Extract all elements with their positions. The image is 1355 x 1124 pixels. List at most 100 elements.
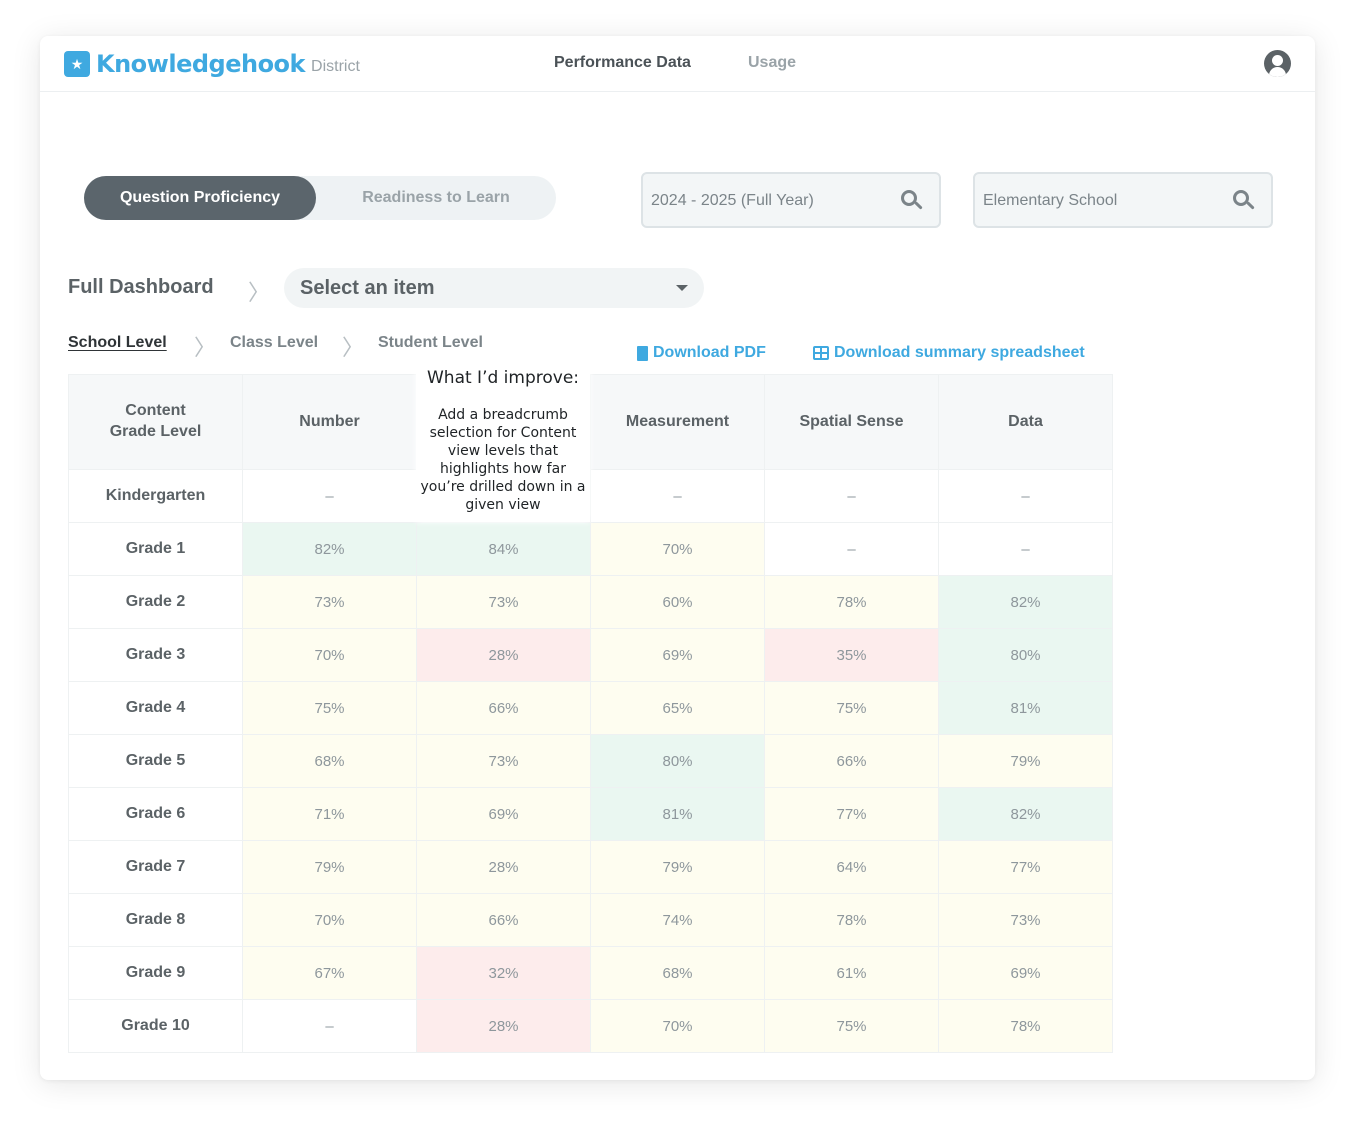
score-cell[interactable]: – (242, 999, 417, 1053)
breadcrumb-student-level[interactable]: Student Level (378, 334, 483, 351)
score-cell[interactable]: – (938, 469, 1113, 523)
score-cell[interactable]: 75% (242, 681, 417, 735)
table-row: Grade 5 68% 73% 80% 66% 79% (68, 734, 1113, 788)
score-cell[interactable]: 69% (590, 628, 765, 682)
breadcrumb-class-level[interactable]: Class Level (230, 334, 319, 351)
logo[interactable]: ★ Knowledgehook District (64, 50, 360, 78)
score-cell[interactable]: 70% (590, 999, 765, 1053)
row-label: Grade 9 (68, 946, 243, 1000)
score-cell[interactable]: 60% (590, 575, 765, 629)
school-search-field[interactable]: Elementary School (973, 172, 1273, 228)
full-dashboard-link[interactable]: Full Dashboard (68, 276, 214, 298)
score-cell[interactable]: 68% (590, 946, 765, 1000)
score-cell[interactable]: 80% (590, 734, 765, 788)
score-cell[interactable]: 69% (938, 946, 1113, 1000)
row-label: Grade 2 (68, 575, 243, 629)
item-select-dropdown[interactable]: Select an item (284, 268, 704, 308)
caret-down-icon (676, 285, 688, 291)
score-cell[interactable]: 74% (590, 893, 765, 947)
table-row: Kindergarten – – – – (68, 469, 1113, 523)
score-cell[interactable]: 70% (590, 522, 765, 576)
score-cell[interactable]: – (590, 469, 765, 523)
score-cell[interactable]: 77% (764, 787, 939, 841)
score-cell[interactable]: 75% (764, 999, 939, 1053)
table-row: Grade 2 73% 73% 60% 78% 82% (68, 575, 1113, 629)
table-row: Grade 10–28% 70% 75% 78% (68, 999, 1113, 1053)
score-cell[interactable]: 73% (416, 575, 591, 629)
improvement-note: What I’d improve: Add a breadcrumb selec… (416, 362, 590, 522)
nav-performance-data[interactable]: Performance Data (554, 54, 691, 71)
view-toggle: Question Proficiency Readiness to Learn (84, 176, 556, 220)
score-cell[interactable]: 73% (416, 734, 591, 788)
score-cell[interactable]: – (764, 469, 939, 523)
score-cell[interactable]: 69% (416, 787, 591, 841)
score-cell[interactable]: 81% (938, 681, 1113, 735)
score-cell[interactable]: 28% (416, 999, 591, 1053)
column-header[interactable]: Number (242, 374, 417, 470)
score-cell[interactable]: 32% (416, 946, 591, 1000)
score-cell[interactable]: 84% (416, 522, 591, 576)
year-search-field[interactable]: 2024 - 2025 (Full Year) (641, 172, 941, 228)
score-cell[interactable]: – (242, 469, 417, 523)
row-label: Grade 10 (68, 999, 243, 1053)
score-cell[interactable]: 64% (764, 840, 939, 894)
score-cell[interactable]: 35% (764, 628, 939, 682)
score-cell[interactable]: – (764, 522, 939, 576)
score-cell[interactable]: 70% (242, 893, 417, 947)
score-cell[interactable]: 79% (590, 840, 765, 894)
table-row: Grade 8 70% 66% 74% 78% 73% (68, 893, 1113, 947)
score-cell[interactable]: 66% (764, 734, 939, 788)
score-cell[interactable]: 66% (416, 681, 591, 735)
score-cell[interactable]: 28% (416, 628, 591, 682)
tab-readiness-to-learn[interactable]: Readiness to Learn (362, 189, 510, 206)
logo-text: Knowledgehook (96, 50, 306, 78)
improvement-note-body: Add a breadcrumb selection for Content v… (420, 407, 586, 513)
table-row: Grade 9 67% 32% 68% 61% 69% (68, 946, 1113, 1000)
score-cell[interactable]: 68% (242, 734, 417, 788)
document-icon (637, 345, 648, 361)
nav-usage[interactable]: Usage (748, 54, 797, 71)
table-row: Grade 4 75% 66% 65% 75% 81% (68, 681, 1113, 735)
score-cell[interactable]: 73% (938, 893, 1113, 947)
tab-question-proficiency[interactable]: Question Proficiency (84, 176, 316, 220)
score-cell[interactable]: 79% (242, 840, 417, 894)
score-cell[interactable]: 66% (416, 893, 591, 947)
download-spreadsheet-link[interactable]: Download summary spreadsheet (813, 344, 1085, 362)
score-cell[interactable]: 80% (938, 628, 1113, 682)
row-label: Grade 5 (68, 734, 243, 788)
score-cell[interactable]: 67% (242, 946, 417, 1000)
score-cell[interactable]: 78% (764, 575, 939, 629)
score-cell[interactable]: 65% (590, 681, 765, 735)
score-cell[interactable]: 78% (938, 999, 1113, 1053)
spreadsheet-icon (813, 346, 829, 360)
score-cell[interactable]: 78% (764, 893, 939, 947)
chevron-right-icon: 〉 (342, 335, 365, 360)
score-cell[interactable]: 75% (764, 681, 939, 735)
row-label: Kindergarten (68, 469, 243, 523)
breadcrumb-school-level[interactable]: School Level (68, 334, 167, 351)
score-cell[interactable]: 77% (938, 840, 1113, 894)
score-cell[interactable]: 71% (242, 787, 417, 841)
score-cell[interactable]: 79% (938, 734, 1113, 788)
top-bar: ★ Knowledgehook District Performance Dat… (40, 36, 1315, 92)
download-pdf-link[interactable]: Download PDF (637, 344, 766, 362)
score-cell[interactable]: 82% (938, 575, 1113, 629)
search-icon[interactable] (1233, 190, 1255, 212)
column-header[interactable]: Measurement (590, 374, 765, 470)
search-icon[interactable] (901, 190, 923, 212)
score-cell[interactable]: 70% (242, 628, 417, 682)
table-row: Grade 1 82% 84% 70% – – (68, 522, 1113, 576)
row-label: Grade 6 (68, 787, 243, 841)
score-cell[interactable]: 28% (416, 840, 591, 894)
score-cell[interactable]: 61% (764, 946, 939, 1000)
score-cell[interactable]: 82% (242, 522, 417, 576)
score-cell[interactable]: 82% (938, 787, 1113, 841)
logo-subtitle: District (311, 58, 360, 75)
score-cell[interactable]: – (938, 522, 1113, 576)
user-avatar-icon[interactable] (1264, 50, 1291, 77)
column-header[interactable]: Data (938, 374, 1113, 470)
score-cell[interactable]: 73% (242, 575, 417, 629)
score-cell[interactable]: 81% (590, 787, 765, 841)
table-header-row: Content Grade Level Number Measurement S… (68, 374, 1113, 470)
column-header[interactable]: Spatial Sense (764, 374, 939, 470)
